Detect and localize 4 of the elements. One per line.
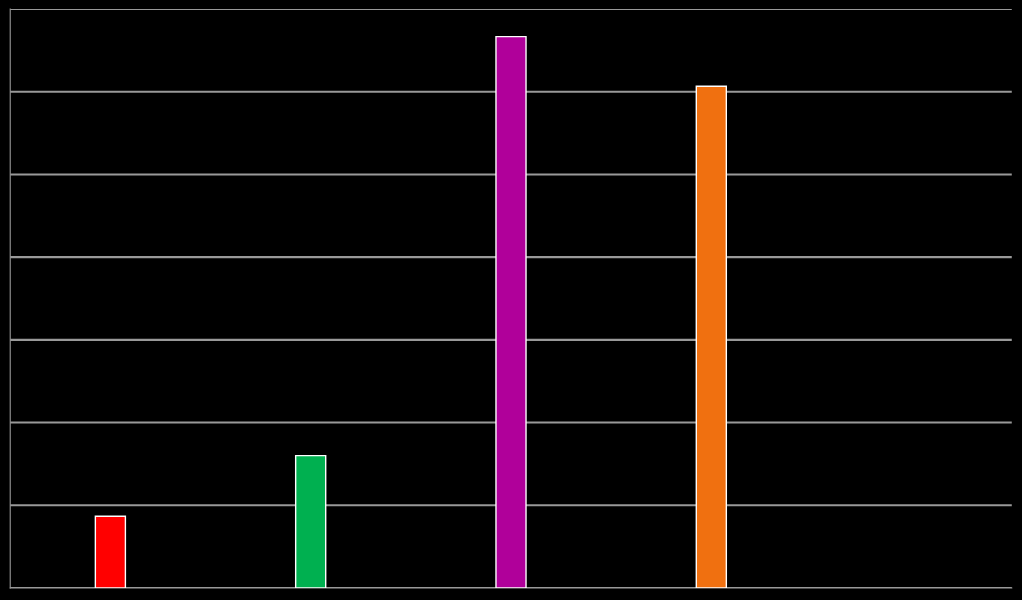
bar [94, 515, 127, 588]
bar [495, 35, 527, 588]
bar [294, 454, 327, 588]
bar [695, 85, 728, 588]
